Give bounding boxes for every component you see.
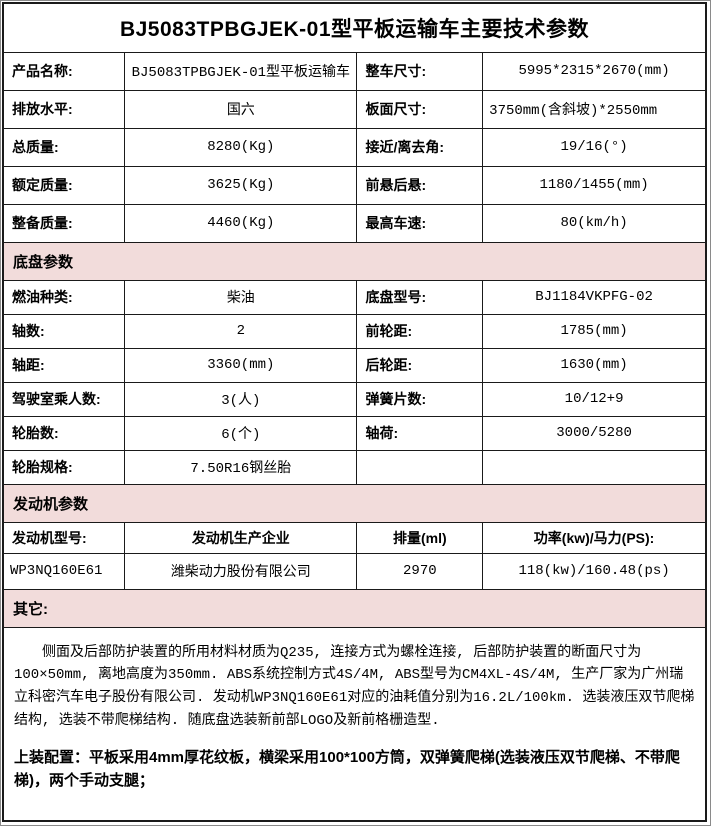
spec-label: 燃油种类: [2,279,126,315]
spec-value: 8280(Kg) [124,127,358,167]
spec-label: 轮胎规格: [2,449,126,485]
spec-label: 额定质量: [2,165,126,205]
spec-label: 排放水平: [2,89,126,129]
section-row-other: 其它: [2,588,707,628]
spec-label: 产品名称: [2,51,126,91]
engine-manufacturer-value: 潍柴动力股份有限公司 [124,552,358,590]
engine-displacement-value: 2970 [356,552,484,590]
table-row: 轮胎规格: 7.50R16钢丝胎 [2,449,707,485]
spec-value: BJ1184VKPFG-02 [482,279,707,315]
spec-value: 7.50R16钢丝胎 [124,449,358,485]
spec-label: 轮胎数: [2,415,126,451]
engine-header-power: 功率(kw)/马力(PS): [482,521,707,554]
spec-label: 总质量: [2,127,126,167]
spec-value: 国六 [124,89,358,129]
spec-label: 整车尺寸: [356,51,484,91]
spec-value: 1785(mm) [482,313,707,349]
spec-value: 5995*2315*2670(mm) [482,51,707,91]
section-row-engine: 发动机参数 [2,483,707,523]
spec-value: 3(人) [124,381,358,417]
spec-value: 6(个) [124,415,358,451]
section-row-chassis: 底盘参数 [2,241,707,281]
spec-value: BJ5083TPBGJEK-01型平板运输车 [124,51,358,91]
other-content-row: 侧面及后部防护装置的所用材料材质为Q235, 连接方式为螺栓连接, 后部防护装置… [2,626,707,822]
table-row: 产品名称: BJ5083TPBGJEK-01型平板运输车 整车尺寸: 5995*… [2,51,707,91]
spec-value: 80(km/h) [482,203,707,243]
spec-value: 2 [124,313,358,349]
spec-value: 3360(mm) [124,347,358,383]
spec-label: 底盘型号: [356,279,484,315]
spec-value: 3000/5280 [482,415,707,451]
engine-header-model: 发动机型号: [2,521,126,554]
title-row: BJ5083TPBGJEK-01型平板运输车主要技术参数 [2,2,707,53]
spec-value: 3625(Kg) [124,165,358,205]
engine-header-displacement: 排量(ml) [356,521,484,554]
table-row: 整备质量: 4460(Kg) 最高车速: 80(km/h) [2,203,707,243]
section-header-other: 其它: [2,588,707,628]
spec-label: 轴距: [2,347,126,383]
spec-value-empty [482,449,707,485]
spec-value: 1180/1455(mm) [482,165,707,205]
spec-value: 3750mm(含斜坡)*2550mm [482,89,707,129]
table-row: 轮胎数: 6(个) 轴荷: 3000/5280 [2,415,707,451]
spec-value: 4460(Kg) [124,203,358,243]
spec-label: 后轮距: [356,347,484,383]
spec-value: 柴油 [124,279,358,315]
spec-value: 1630(mm) [482,347,707,383]
spec-label: 弹簧片数: [356,381,484,417]
spec-label: 整备质量: [2,203,126,243]
table-row: 燃油种类: 柴油 底盘型号: BJ1184VKPFG-02 [2,279,707,315]
table-row: 轴数: 2 前轮距: 1785(mm) [2,313,707,349]
spec-label: 驾驶室乘人数: [2,381,126,417]
spec-label: 前轮距: [356,313,484,349]
table-row: 总质量: 8280(Kg) 接近/离去角: 19/16(°) [2,127,707,167]
section-header-chassis: 底盘参数 [2,241,707,281]
spec-value: 10/12+9 [482,381,707,417]
spec-label: 接近/离去角: [356,127,484,167]
engine-power-value: 118(kw)/160.48(ps) [482,552,707,590]
spec-label: 前悬后悬: [356,165,484,205]
upfit-config-text: 上装配置：平板采用4mm厚花纹板，横梁采用100*100方筒，双弹簧爬梯(选装液… [14,749,680,790]
engine-model-value: WP3NQ160E61 [2,552,126,590]
spec-label: 轴数: [2,313,126,349]
table-row: 轴距: 3360(mm) 后轮距: 1630(mm) [2,347,707,383]
engine-header-manufacturer: 发动机生产企业 [124,521,358,554]
other-content-cell: 侧面及后部防护装置的所用材料材质为Q235, 连接方式为螺栓连接, 后部防护装置… [2,626,707,822]
section-header-engine: 发动机参数 [2,483,707,523]
table-row: 额定质量: 3625(Kg) 前悬后悬: 1180/1455(mm) [2,165,707,205]
spec-label-empty [356,449,484,485]
page-title: BJ5083TPBGJEK-01型平板运输车主要技术参数 [2,2,707,53]
spec-label: 最高车速: [356,203,484,243]
engine-header-row: 发动机型号: 发动机生产企业 排量(ml) 功率(kw)/马力(PS): [2,521,707,554]
other-paragraph: 侧面及后部防护装置的所用材料材质为Q235, 连接方式为螺栓连接, 后部防护装置… [14,644,695,729]
table-row: 排放水平: 国六 板面尺寸: 3750mm(含斜坡)*2550mm [2,89,707,129]
spec-label: 轴荷: [356,415,484,451]
engine-data-row: WP3NQ160E61 潍柴动力股份有限公司 2970 118(kw)/160.… [2,552,707,590]
table-row: 驾驶室乘人数: 3(人) 弹簧片数: 10/12+9 [2,381,707,417]
spec-label: 板面尺寸: [356,89,484,129]
spec-value: 19/16(°) [482,127,707,167]
